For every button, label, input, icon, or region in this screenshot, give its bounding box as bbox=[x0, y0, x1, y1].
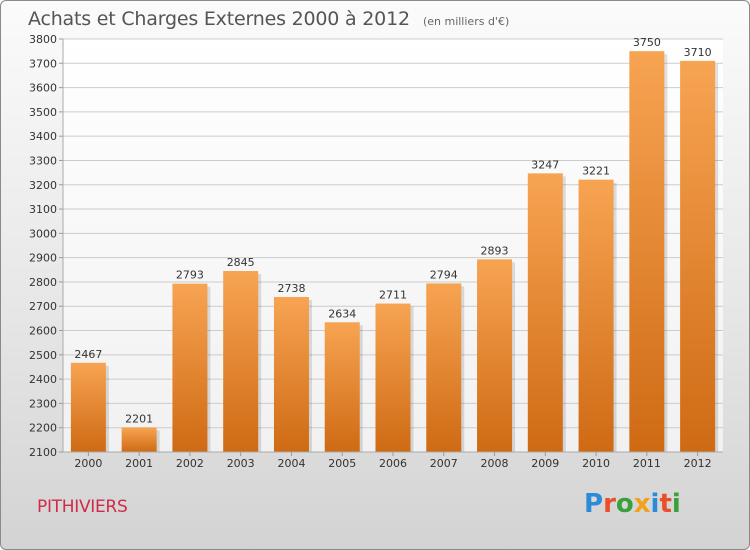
y-tick-label: 2900 bbox=[29, 252, 57, 265]
y-tick-label: 3700 bbox=[29, 57, 57, 70]
bar bbox=[477, 259, 513, 452]
bar bbox=[426, 283, 462, 452]
bar-value-label: 3710 bbox=[684, 46, 712, 59]
y-tick-label: 3200 bbox=[29, 179, 57, 192]
bar bbox=[273, 297, 309, 452]
x-tick-label: 2002 bbox=[176, 457, 204, 470]
x-tick-label: 2004 bbox=[277, 457, 305, 470]
bar bbox=[324, 322, 360, 452]
x-tick-label: 2010 bbox=[582, 457, 610, 470]
logo-letter: t bbox=[659, 489, 672, 519]
bar-value-label: 3750 bbox=[633, 36, 661, 49]
x-tick-label: 2001 bbox=[125, 457, 153, 470]
y-tick-label: 3300 bbox=[29, 154, 57, 167]
y-tick-label: 2600 bbox=[29, 325, 57, 338]
y-tick-label: 2300 bbox=[29, 397, 57, 410]
logo-letter: o bbox=[615, 489, 634, 519]
bar bbox=[70, 362, 106, 452]
y-tick-label: 3400 bbox=[29, 130, 57, 143]
bar-value-label: 2738 bbox=[277, 282, 305, 295]
y-tick-label: 2700 bbox=[29, 300, 57, 313]
y-tick-label: 3100 bbox=[29, 203, 57, 216]
bar-value-label: 2201 bbox=[125, 412, 153, 425]
x-tick-label: 2007 bbox=[430, 457, 458, 470]
bar bbox=[223, 271, 259, 452]
title-row: Achats et Charges Externes 2000 à 2012 (… bbox=[28, 8, 509, 30]
bar-value-label: 2793 bbox=[176, 269, 204, 282]
bar-value-label: 3221 bbox=[582, 165, 610, 178]
bar-value-label: 2794 bbox=[430, 268, 458, 281]
x-tick-label: 2003 bbox=[227, 457, 255, 470]
x-tick-label: 2012 bbox=[684, 457, 712, 470]
x-tick-label: 2000 bbox=[74, 457, 102, 470]
y-tick-label: 3600 bbox=[29, 82, 57, 95]
y-tick-label: 2500 bbox=[29, 349, 57, 362]
bar bbox=[680, 60, 716, 452]
x-tick-label: 2009 bbox=[531, 457, 559, 470]
y-tick-label: 2100 bbox=[29, 446, 57, 459]
bar bbox=[527, 173, 563, 452]
bar-value-label: 2893 bbox=[481, 244, 509, 257]
logo-letter: i bbox=[650, 489, 660, 519]
x-tick-label: 2006 bbox=[379, 457, 407, 470]
bar-value-label: 2634 bbox=[328, 307, 356, 320]
chart-subtitle: (en milliers d'€) bbox=[422, 15, 510, 28]
logo-letter: i bbox=[671, 489, 681, 519]
logo-letter: x bbox=[633, 489, 651, 519]
bar-value-label: 3247 bbox=[531, 158, 559, 171]
y-tick-label: 2200 bbox=[29, 422, 57, 435]
logo-letter: P bbox=[584, 489, 604, 519]
bar bbox=[375, 303, 411, 452]
bar bbox=[121, 427, 157, 452]
bar bbox=[578, 179, 614, 452]
bar bbox=[172, 283, 208, 452]
chart-title: Achats et Charges Externes 2000 à 2012 bbox=[28, 8, 410, 30]
y-tick-label: 2800 bbox=[29, 276, 57, 289]
y-tick-label: 3500 bbox=[29, 106, 57, 119]
y-tick-label: 2400 bbox=[29, 373, 57, 386]
bar-value-label: 2467 bbox=[74, 348, 102, 361]
proxiti-logo[interactable]: Proxiti bbox=[584, 489, 681, 519]
x-tick-label: 2005 bbox=[328, 457, 356, 470]
bar-value-label: 2711 bbox=[379, 289, 407, 302]
y-tick-label: 3000 bbox=[29, 227, 57, 240]
x-tick-label: 2008 bbox=[481, 457, 509, 470]
town-name: PITHIVIERS bbox=[37, 497, 128, 517]
bar-value-label: 2845 bbox=[227, 256, 255, 269]
bar bbox=[629, 51, 665, 452]
x-tick-label: 2011 bbox=[633, 457, 661, 470]
logo-letter: r bbox=[603, 489, 616, 519]
y-tick-label: 3800 bbox=[29, 33, 57, 46]
